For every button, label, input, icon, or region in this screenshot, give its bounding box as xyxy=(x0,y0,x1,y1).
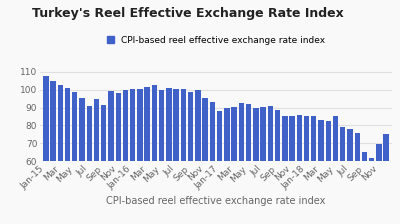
Bar xyxy=(231,107,237,224)
Bar xyxy=(311,116,316,224)
Bar xyxy=(86,106,92,224)
Text: Turkey's Reel Effective Exchange Rate Index: Turkey's Reel Effective Exchange Rate In… xyxy=(32,7,344,20)
Bar xyxy=(210,102,215,224)
Bar xyxy=(101,105,106,224)
Bar xyxy=(333,116,338,224)
Legend: CPI-based reel effective exchange rate index: CPI-based reel effective exchange rate i… xyxy=(107,36,325,45)
Bar xyxy=(159,90,164,224)
Bar xyxy=(116,93,121,224)
Bar xyxy=(79,98,85,224)
Bar xyxy=(174,89,179,224)
Bar xyxy=(166,88,172,224)
Bar xyxy=(94,99,99,224)
Bar xyxy=(108,91,114,224)
Bar xyxy=(246,104,251,224)
Bar xyxy=(268,106,273,224)
Bar xyxy=(318,120,324,224)
Bar xyxy=(188,92,193,224)
Bar xyxy=(376,144,382,224)
Bar xyxy=(224,108,230,224)
Bar xyxy=(43,76,48,224)
Bar xyxy=(72,92,78,224)
Bar xyxy=(304,116,309,224)
Bar xyxy=(384,134,389,224)
Bar xyxy=(282,116,288,224)
Bar xyxy=(354,133,360,224)
Bar xyxy=(181,89,186,224)
Bar xyxy=(369,158,374,224)
Bar xyxy=(347,129,353,224)
Bar xyxy=(137,89,143,224)
Bar xyxy=(326,121,331,224)
Bar xyxy=(202,98,208,224)
Bar xyxy=(289,116,295,224)
Bar xyxy=(362,152,367,224)
Bar xyxy=(50,81,56,224)
Bar xyxy=(123,90,128,224)
Bar xyxy=(152,85,157,224)
Bar xyxy=(260,107,266,224)
Bar xyxy=(58,85,63,224)
Bar xyxy=(239,103,244,224)
Bar xyxy=(195,90,201,224)
Bar xyxy=(296,115,302,224)
Bar xyxy=(65,88,70,224)
Bar xyxy=(130,89,136,224)
Bar xyxy=(340,127,346,224)
Bar xyxy=(144,87,150,224)
Bar xyxy=(253,108,258,224)
Bar xyxy=(275,110,280,224)
X-axis label: CPI-based reel effective exchange rate index: CPI-based reel effective exchange rate i… xyxy=(106,196,326,206)
Bar xyxy=(217,111,222,224)
